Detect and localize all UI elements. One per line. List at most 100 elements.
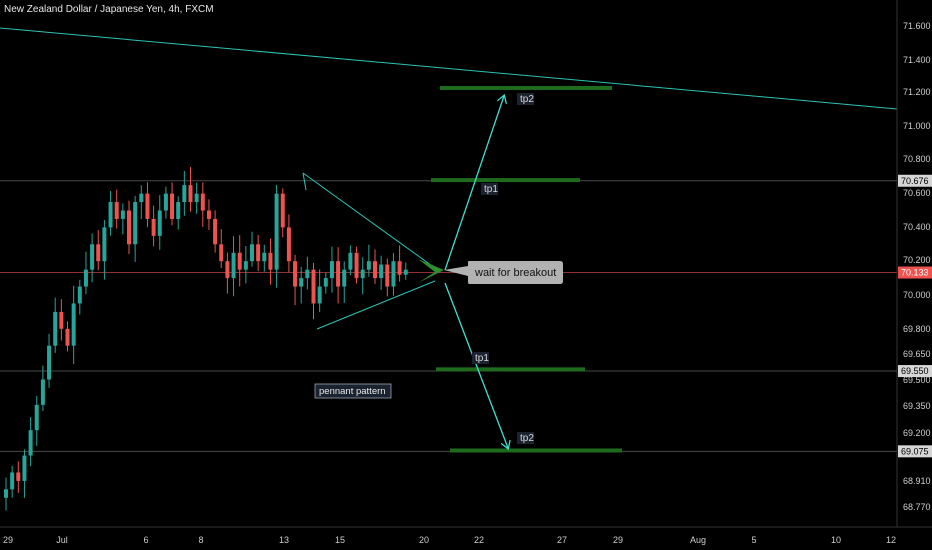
time-tick-label: 20: [419, 535, 429, 545]
price-tick-label: 70.800: [903, 154, 931, 164]
candle: [243, 246, 248, 284]
candle: [366, 244, 371, 277]
price-tick-label: 71.600: [903, 21, 931, 31]
candle: [170, 182, 175, 226]
candle: [182, 170, 187, 216]
price-tick-label: 69.200: [903, 428, 931, 438]
candle: [280, 188, 285, 238]
time-axis[interactable]: 29 Jul 6 8 13 15 20 22 27 29 Aug 5 10 12: [0, 526, 932, 545]
time-tick-label: 13: [279, 535, 289, 545]
candle: [47, 333, 52, 388]
candle: [65, 321, 70, 352]
price-tick-label: 69.350: [903, 401, 931, 411]
pattern-label-bg: [314, 383, 392, 399]
target-tp2-upper[interactable]: [440, 85, 612, 90]
candle: [219, 229, 224, 269]
pennant-upper-line[interactable]: [302, 172, 436, 269]
candle: [262, 244, 267, 272]
candle: [305, 256, 310, 290]
candle: [348, 245, 353, 276]
candle: [286, 214, 291, 273]
candle: [114, 189, 119, 229]
candle: [231, 236, 236, 297]
candle: [317, 269, 322, 313]
price-tick-label: 70.400: [903, 222, 931, 232]
candle: [10, 465, 15, 498]
candle: [157, 195, 162, 250]
price-badge: [898, 445, 932, 458]
price-badge-label: 70.133: [901, 268, 929, 278]
candle: [329, 246, 334, 293]
descending-trendline[interactable]: [0, 27, 898, 110]
candle: [311, 262, 316, 320]
target-tp2-lower[interactable]: [450, 448, 622, 453]
time-tick-label: 6: [143, 535, 148, 545]
candle: [225, 252, 230, 294]
price-badge-label: 69.550: [901, 366, 929, 376]
candle: [237, 235, 242, 287]
time-tick-label: 10: [831, 535, 841, 545]
candle: [188, 167, 193, 212]
candle: [120, 203, 125, 235]
candle: [83, 251, 88, 295]
price-badge-label: 70.676: [901, 176, 929, 186]
arrow-up[interactable]: [444, 96, 504, 271]
tp1-upper-label-bg: [481, 183, 498, 195]
breakout-arrows[interactable]: [444, 96, 508, 448]
tp1-upper-label[interactable]: tp1: [484, 184, 498, 195]
price-tick-label: 69.500: [903, 375, 931, 385]
candle: [274, 184, 279, 288]
candle: [22, 449, 27, 498]
tp2-lower-label-bg: [517, 432, 534, 444]
time-tick-label: Aug: [690, 535, 706, 545]
target-tp1-lower[interactable]: [436, 367, 585, 372]
candle: [206, 199, 211, 230]
candle: [268, 238, 273, 285]
candle: [403, 262, 408, 280]
candle: [28, 417, 33, 467]
price-tick-label: 68.910: [903, 476, 931, 486]
candle: [133, 195, 138, 262]
candle: [200, 182, 205, 227]
candle: [250, 231, 254, 267]
pennant-apex-highlight: [418, 259, 444, 283]
time-tick-label: 12: [886, 535, 896, 545]
time-tick-label: 29: [3, 535, 13, 545]
pennant-lower-line[interactable]: [316, 280, 436, 330]
candle: [16, 461, 21, 493]
price-tick-label: 69.800: [903, 324, 931, 334]
candle: [213, 210, 218, 253]
time-tick-label: 29: [613, 535, 623, 545]
price-tick-label: 70.200: [903, 255, 931, 265]
tp2-upper-label-bg: [517, 93, 534, 105]
pennant-drawing[interactable]: [302, 172, 444, 330]
price-axis[interactable]: 71.600 71.400 71.200 71.000 70.800 70.600 70.4…: [896, 0, 932, 527]
tp1-lower-label[interactable]: tp1: [475, 353, 489, 364]
price-tick-label: 68.770: [903, 502, 931, 512]
time-tick-label: 22: [474, 535, 484, 545]
candle: [4, 477, 8, 511]
candle: [397, 245, 402, 282]
time-tick-label: 15: [335, 535, 345, 545]
candle: [194, 182, 199, 214]
tp2-upper-label[interactable]: tp2: [520, 94, 534, 105]
target-labels: tp2 tp1 tp1 tp2: [472, 93, 534, 444]
pattern-label-text[interactable]: pennant pattern: [319, 386, 386, 397]
arrow-down[interactable]: [444, 282, 508, 448]
callout-text[interactable]: wait for breakout: [474, 267, 556, 279]
tp2-lower-label[interactable]: tp2: [520, 433, 534, 444]
time-tick-label: 5: [751, 535, 756, 545]
candle: [96, 230, 101, 271]
candle: [40, 365, 45, 411]
pattern-label[interactable]: pennant pattern: [314, 383, 392, 399]
target-tp1-upper[interactable]: [431, 178, 580, 183]
candles-layer: [4, 167, 408, 511]
targets-layer: [431, 85, 622, 453]
breakout-callout[interactable]: wait for breakout: [444, 261, 563, 284]
pennant-left-edge[interactable]: [302, 172, 307, 191]
candle: [127, 200, 131, 255]
candle: [34, 395, 39, 446]
candle: [373, 249, 377, 284]
